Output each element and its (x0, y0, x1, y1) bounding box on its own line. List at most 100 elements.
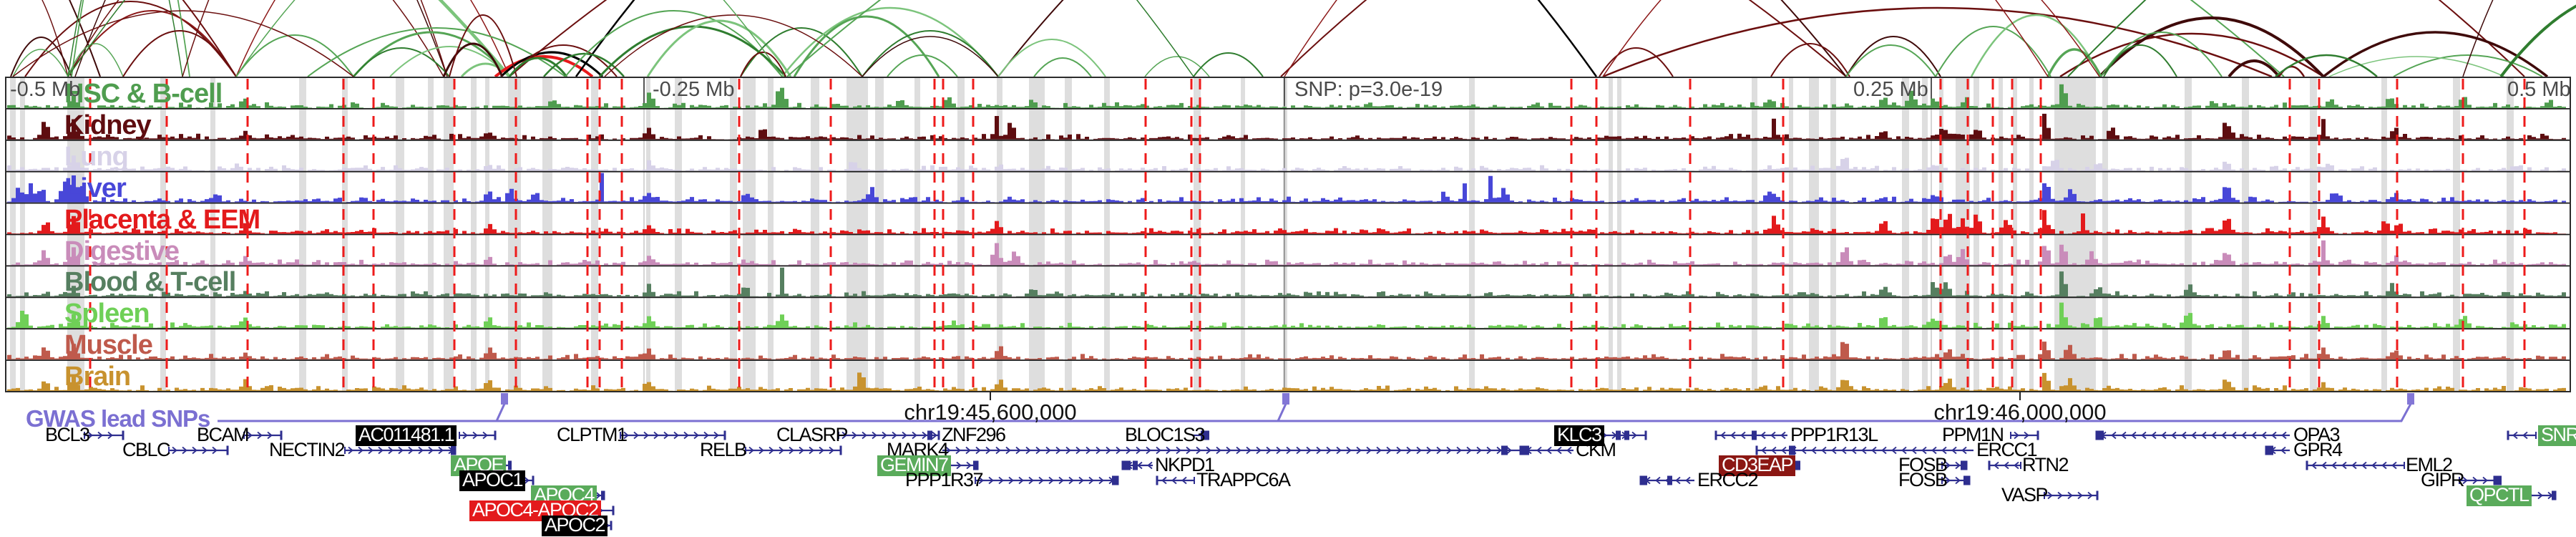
gene-label-klc3[interactable]: KLC3 (1554, 425, 1604, 446)
gene-label-bloc1s3[interactable]: BLOC1S3 (1125, 424, 1206, 445)
gene-label-gpr4[interactable]: GPR4 (2293, 439, 2343, 460)
gene-label-gipr[interactable]: GIPR (2421, 469, 2465, 490)
gene-strand-arrow (1346, 446, 1352, 455)
gene-label-nkpd1[interactable]: NKPD1 (1155, 454, 1215, 475)
gene-label-ercc1[interactable]: ERCC1 (1976, 439, 2038, 460)
gene-strand-arrow (1781, 446, 1787, 455)
gwas-snp-marker[interactable] (2407, 393, 2414, 405)
gene-strand-arrow (673, 431, 679, 440)
gene-end-bar (2507, 430, 2509, 440)
gene-strand-arrow (1436, 446, 1442, 455)
gene-strand-arrow (1005, 446, 1011, 455)
gene-label-cblc[interactable]: CBLC (122, 439, 171, 460)
gene-strand-arrow (418, 446, 424, 455)
interaction-arc (2059, 32, 2324, 78)
gene-label-ckm[interactable]: CKM (1576, 439, 1616, 460)
gene-strand-arrow (1035, 446, 1041, 455)
signal-track-blood-t-cell (7, 267, 2566, 297)
interaction-arc (2328, 56, 2505, 77)
gene-label-qpctl[interactable]: QPCTL (2467, 485, 2532, 506)
gene-label-clasrp[interactable]: CLASRP (776, 424, 849, 445)
gene-strand-arrow (1685, 476, 1691, 485)
gene-exon (1963, 475, 1969, 485)
gene-label-relb[interactable]: RELB (700, 439, 747, 460)
gene-strand-arrow (872, 431, 877, 440)
gene-end-bar (226, 445, 229, 455)
gene-strand-arrow (1306, 446, 1312, 455)
track-label: Spleen (64, 299, 150, 329)
gene-label-ppp1r13l[interactable]: PPP1R13L (1790, 424, 1878, 445)
gene-label-gemin7[interactable]: GEMIN7 (877, 455, 951, 476)
gene-label-ppp1r37[interactable]: PPP1R37 (905, 469, 984, 490)
gene-start-bar (84, 432, 85, 439)
gwas-snp-connector (495, 403, 506, 422)
gene-strand-arrow (2047, 491, 2053, 500)
gene-strand-arrow (1851, 446, 1857, 455)
gene-strand-arrow (1456, 446, 1462, 455)
gene-strand-arrow (1018, 476, 1024, 485)
gene-label-ac011481.1[interactable]: AC011481.1 (356, 425, 457, 446)
gene-exon (2552, 490, 2556, 500)
interaction-arc (786, 0, 2285, 77)
gene-strand-arrow (1675, 476, 1681, 485)
gene-label-apoc2[interactable]: APOC2 (542, 516, 608, 536)
gene-strand-arrow (2361, 461, 2367, 470)
gene-strand-arrow (1396, 446, 1402, 455)
gene-label-bcl3[interactable]: BCL3 (45, 424, 90, 445)
gene-label-vasp[interactable]: VASP (2001, 484, 2049, 505)
gene-strand-arrow (87, 431, 93, 440)
track-label: Digestive (64, 236, 180, 266)
gene-strand-arrow (1015, 446, 1021, 455)
gene-label-ercc2[interactable]: ERCC2 (1697, 469, 1759, 490)
gene-strand-arrow (1376, 446, 1382, 455)
interaction-arc (1935, 26, 2051, 77)
gene-label-znf296[interactable]: ZNF296 (942, 424, 1006, 445)
gene-strand-arrow (2241, 431, 2247, 440)
gene-end-bar (2306, 460, 2308, 470)
gene-label-eml2[interactable]: EML2 (2406, 454, 2453, 475)
gene-label-trappc6a[interactable]: TRAPPC6A (1196, 469, 1291, 490)
gene-strand-arrow (2512, 431, 2518, 440)
gene-strand-arrow (1955, 461, 1961, 470)
track-label: Liver (64, 173, 127, 203)
gwas-lead-snps-label: GWAS lead SNPs (26, 405, 210, 432)
signal-track-digestive (7, 240, 2566, 266)
gene-label-ppm1n[interactable]: PPM1N (1942, 424, 2004, 445)
gene-label-clptm1[interactable]: CLPTM1 (557, 424, 628, 445)
gene-strand-arrow (653, 431, 659, 440)
gene-label-opa3[interactable]: OPA3 (2293, 424, 2341, 445)
gene-strand-arrow (1181, 476, 1187, 485)
gene-strand-arrow (172, 446, 177, 455)
gene-strand-arrow (703, 431, 709, 440)
gene-label-apoc1[interactable]: APOC1 (459, 470, 526, 491)
gene-end-bar (2096, 490, 2099, 500)
gene-strand-arrow (2067, 491, 2073, 500)
gene-end-bar (1988, 460, 1991, 470)
gene-strand-arrow (2004, 461, 2009, 470)
gene-strand-arrow (1098, 476, 1104, 485)
gene-end-bar (122, 430, 125, 440)
gwas-snp-marker[interactable] (1282, 393, 1289, 405)
gene-strand-arrow (368, 446, 374, 455)
gene-strand-arrow (2211, 431, 2217, 440)
interaction-arc (2275, 54, 2378, 77)
gene-strand-arrow (1861, 446, 1867, 455)
gene-label-rtn2[interactable]: RTN2 (2022, 454, 2069, 475)
gene-label-cd3eap[interactable]: CD3EAP (1719, 455, 1796, 476)
gene-strand-arrow (1147, 461, 1153, 470)
gene-label-nectin2[interactable]: NECTIN2 (269, 439, 346, 460)
gene-strand-arrow (932, 431, 937, 440)
gene-label-snrpd2[interactable]: SNRPD2 (2538, 425, 2576, 446)
gene-strand-arrow (1096, 446, 1101, 455)
interaction-arc (2278, 65, 2306, 77)
gene-strand-arrow (438, 446, 444, 455)
gene-start-bar (2020, 462, 2021, 469)
gene-exon (1112, 475, 1118, 485)
gwas-snp-marker[interactable] (501, 393, 508, 405)
gene-label-bcam[interactable]: BCAM (197, 424, 250, 445)
gene-strand-arrow (1486, 446, 1492, 455)
gene-strand-arrow (2537, 491, 2543, 500)
gene-start-bar (1941, 462, 1943, 469)
gene-label-fosb[interactable]: FOSB (1898, 469, 1948, 490)
gene-label-fosb[interactable]: FOSB (1898, 454, 1948, 475)
